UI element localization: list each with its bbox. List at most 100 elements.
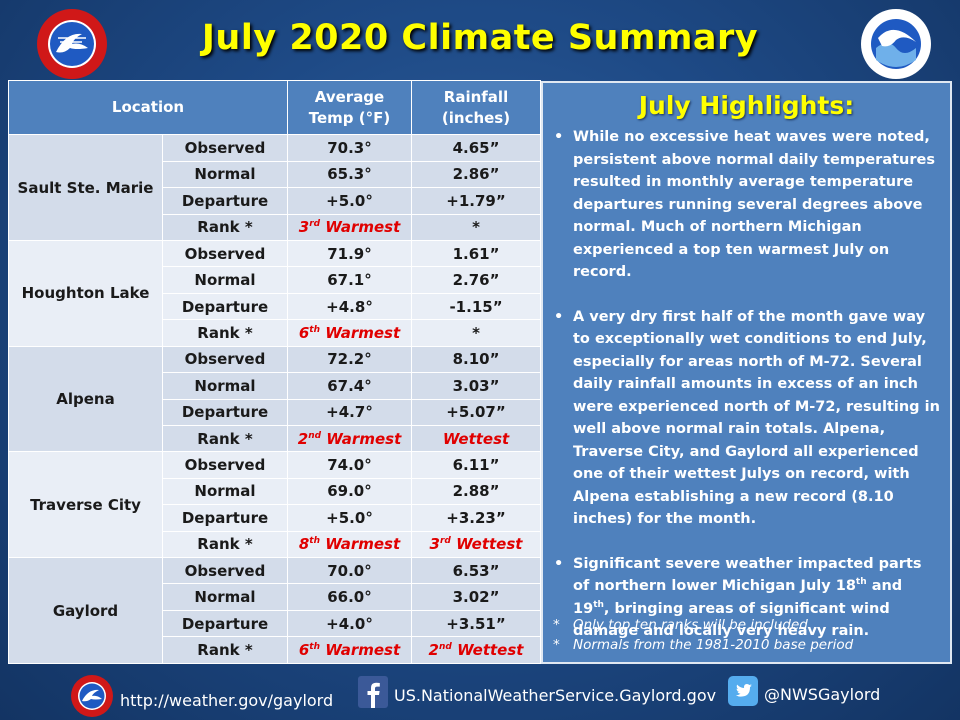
row-label: Observed <box>162 345 288 374</box>
row-label: Normal <box>162 477 288 506</box>
row-label: Rank * <box>162 530 288 559</box>
temp-value: 65.3° <box>287 160 412 189</box>
climate-table: Location Average Temp (°F) Rainfall (inche… <box>8 79 541 664</box>
table-row: Alpena Observed 72.2° 8.10” <box>8 345 541 453</box>
highlights-title: July Highlights: <box>638 91 855 120</box>
row-label: Normal <box>162 372 288 400</box>
rain-rank: * <box>411 319 541 347</box>
rain-value: -1.15” <box>411 292 541 321</box>
row-label: Observed <box>162 451 288 479</box>
temp-rank: 3rd Warmest <box>287 213 412 241</box>
temp-value: +4.0° <box>287 609 412 638</box>
row-label: Departure <box>162 292 288 321</box>
temp-value: 72.2° <box>287 345 412 374</box>
table-row: Rank * 8th Warmest 3rd Wettest <box>9 530 541 559</box>
rain-value: 4.65” <box>411 134 541 162</box>
nws-small-logo-icon <box>71 675 113 717</box>
location-name: Alpena <box>8 345 163 453</box>
temp-value: 74.0° <box>287 451 412 479</box>
temp-value: 66.0° <box>287 583 412 611</box>
row-label: Departure <box>162 398 288 426</box>
row-label: Departure <box>162 504 288 532</box>
facebook-icon <box>358 676 388 708</box>
table-row: Departure +4.0° +3.51” <box>9 609 541 638</box>
rain-value: 8.10” <box>411 345 541 374</box>
row-label: Rank * <box>162 319 288 347</box>
highlight-item: • While no excessive heat waves were note… <box>554 129 935 280</box>
temp-value: +5.0° <box>287 187 412 215</box>
row-label: Departure <box>162 609 288 638</box>
footnotes: * Only top ten ranks will be included * No… <box>543 615 950 655</box>
row-label: Normal <box>162 583 288 611</box>
page-title: July 2020 Climate Summary <box>201 18 759 58</box>
rain-value: 6.11” <box>411 451 541 479</box>
table-row: Rank * 3rd Warmest * <box>9 213 541 241</box>
footer: http://weather.gov/gaylord US.NationalWe… <box>0 672 960 720</box>
rain-value: 2.88” <box>411 477 541 506</box>
nws-logo-icon <box>37 9 107 79</box>
header-location: Location <box>8 79 288 136</box>
table-row: Normal 65.3° 2.86” <box>9 160 541 189</box>
highlights-panel: July Highlights: • While no excessive hea… <box>541 81 952 664</box>
rain-value: +5.07” <box>411 398 541 426</box>
rain-rank: * <box>411 213 541 241</box>
temp-value: 70.3° <box>287 134 412 162</box>
temp-value: 67.1° <box>287 266 412 294</box>
temp-value: 69.0° <box>287 477 412 506</box>
location-name: Gaylord <box>8 557 163 664</box>
rain-value: 6.53” <box>411 557 541 585</box>
facebook-link[interactable]: US.NationalWeatherService.Gaylord.gov <box>358 676 716 708</box>
rain-rank: Wettest <box>411 424 541 453</box>
temp-rank: 2nd Warmest <box>287 424 412 453</box>
table-row: Normal 69.0° 2.88” <box>9 477 541 506</box>
temp-rank: 6th Warmest <box>287 636 412 664</box>
row-label: Normal <box>162 266 288 294</box>
temp-value: 70.0° <box>287 557 412 585</box>
temp-value: +4.7° <box>287 398 412 426</box>
noaa-logo-icon <box>861 9 931 79</box>
rain-value: +1.79” <box>411 187 541 215</box>
location-name: Houghton Lake <box>8 239 163 347</box>
table-row: Sault Ste. Marie Observed 70.3° 4.65” <box>8 134 541 241</box>
header-avg-temp: Average Temp (°F) <box>287 79 412 136</box>
footnote-ranks: * Only top ten ranks will be included <box>553 617 808 633</box>
rain-value: 1.61” <box>411 239 541 268</box>
twitter-icon <box>728 676 758 706</box>
table-row: Rank * 2nd Warmest Wettest <box>9 424 541 453</box>
footnote-normals: * Normals from the 1981-2010 base period <box>553 637 854 653</box>
table-row: Normal 67.4° 3.03” <box>9 372 541 400</box>
highlight-item: • Significant severe weather impacted par… <box>554 555 922 640</box>
header-rainfall: Rainfall (inches) <box>411 79 541 136</box>
table-row: Gaylord Observed 70.0° 6.53” <box>8 557 541 664</box>
table-row: Normal 67.1° 2.76” <box>9 266 541 294</box>
location-name: Traverse City <box>8 451 163 559</box>
rain-value: +3.23” <box>411 504 541 532</box>
rain-value: 2.86” <box>411 160 541 189</box>
row-label: Rank * <box>162 636 288 664</box>
rain-rank: 3rd Wettest <box>411 530 541 559</box>
website-link[interactable]: http://weather.gov/gaylord <box>70 675 333 718</box>
highlights-list: • While no excessive heat waves were note… <box>543 126 950 643</box>
table-row: Houghton Lake Observed 71.9° 1.61” <box>8 239 541 347</box>
table-row: Rank * 6th Warmest 2nd Wettest <box>9 636 541 664</box>
row-label: Rank * <box>162 213 288 241</box>
row-label: Observed <box>162 239 288 268</box>
rain-value: 3.03” <box>411 372 541 400</box>
twitter-link[interactable]: @NWSGaylord <box>728 676 880 706</box>
location-name: Sault Ste. Marie <box>8 134 163 241</box>
temp-rank: 8th Warmest <box>287 530 412 559</box>
temp-value: +4.8° <box>287 292 412 321</box>
rain-rank: 2nd Wettest <box>411 636 541 664</box>
row-label: Normal <box>162 160 288 189</box>
row-label: Observed <box>162 134 288 162</box>
row-label: Departure <box>162 187 288 215</box>
row-label: Rank * <box>162 424 288 453</box>
temp-value: 67.4° <box>287 372 412 400</box>
temp-value: 71.9° <box>287 239 412 268</box>
table-row: Traverse City Observed 74.0° 6.11” <box>8 451 541 559</box>
table-row: Departure +5.0° +1.79” <box>9 187 541 215</box>
rain-value: +3.51” <box>411 609 541 638</box>
rain-value: 2.76” <box>411 266 541 294</box>
temp-rank: 6th Warmest <box>287 319 412 347</box>
temp-value: +5.0° <box>287 504 412 532</box>
